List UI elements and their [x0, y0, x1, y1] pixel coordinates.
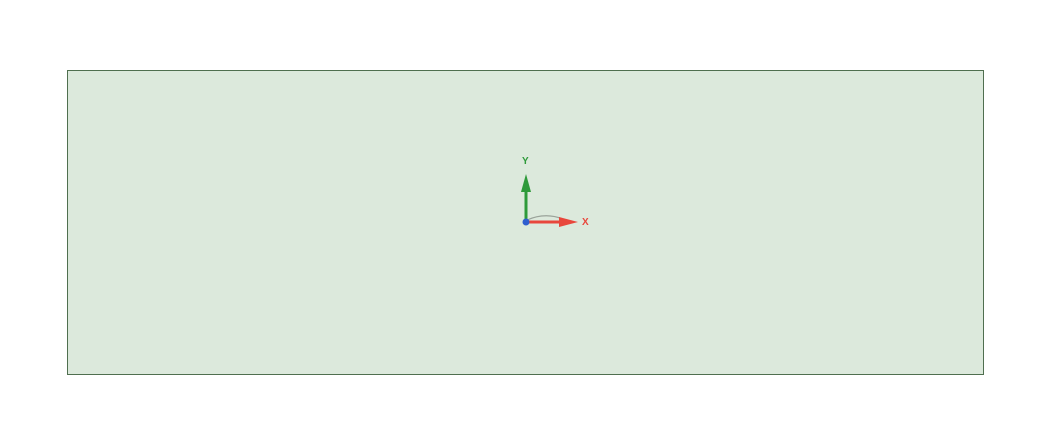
x-axis-label: X: [582, 217, 589, 228]
sketch-rectangle[interactable]: [67, 70, 984, 375]
y-axis-label: Y: [522, 156, 529, 167]
